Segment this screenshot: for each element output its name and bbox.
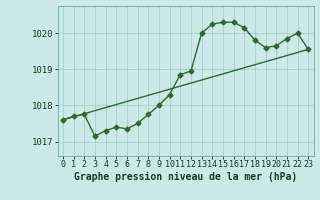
X-axis label: Graphe pression niveau de la mer (hPa): Graphe pression niveau de la mer (hPa) [74, 172, 297, 182]
